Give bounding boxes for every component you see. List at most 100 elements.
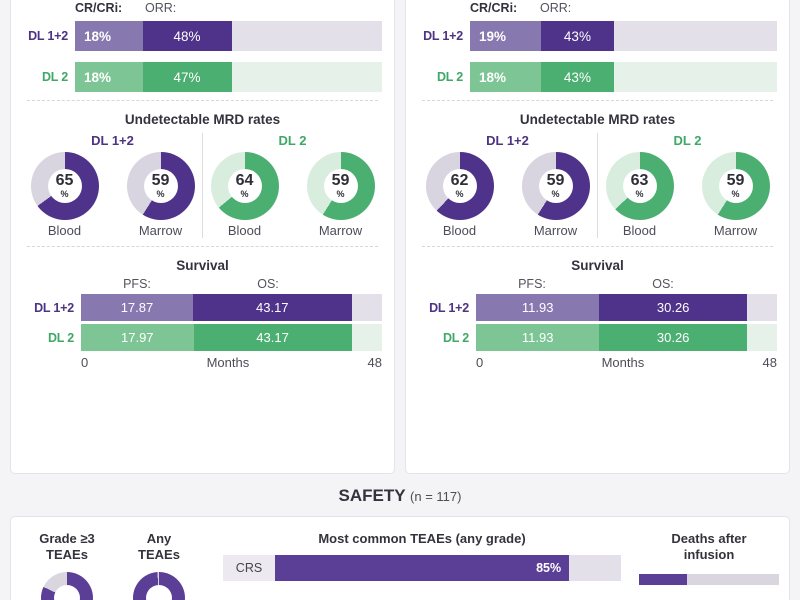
axis-max: 48 [367,355,382,370]
orr-segment: 43% [540,62,615,92]
donut-chart: 64 % [210,152,279,220]
pfs-label: PFS: [123,277,151,291]
mrd-heading-right: Undetectable MRD rates [519,112,676,127]
axis-title: Months [601,355,645,370]
crcri-label: CR/CRi: [75,1,123,15]
mrd-heading-left: Undetectable MRD rates [124,112,281,127]
donut-cell-marrow: 59 % Marrow [120,152,202,238]
donut-pair: 64 % Blood 59 % [203,152,382,238]
deaths-heading-line2: infusion [683,547,735,563]
pfs-segment: 11.93 [476,324,600,351]
efficacy-panel-left: CR/CRi: ORR: DL 1+2 18% 48% DL 2 18% 47% [10,0,395,474]
orr-segment: 48% [142,21,232,51]
section-divider [27,246,378,247]
safety-any-teae-column: Any TEAEs [113,531,205,600]
donut-caption: Blood [47,223,82,238]
os-label: OS: [257,277,279,291]
crcri-segment: 18% [75,21,143,51]
donut-cell-blood: 65 % Blood [24,152,106,238]
survival-heading-left: Survival [176,258,229,273]
donut-unit: % [551,189,560,199]
donut-value: 63 [630,172,649,189]
efficacy-panel-right: CR/CRi: ORR: DL 1+2 19% 43% DL 2 18% 43%… [405,0,790,474]
donut-unit: % [240,189,249,199]
donut-cell-marrow: 59 % Marrow [695,152,777,238]
response-bar-track: 18% 47% [75,62,382,92]
response-row-dl2-left: DL 2 18% 47% [23,62,382,92]
orr-segment: 47% [142,62,232,92]
donut-caption: Blood [622,223,657,238]
axis-title: Months [206,355,250,370]
response-row-dl12-right: DL 1+2 19% 43% [418,21,777,51]
donut-cell-blood: 64 % Blood [204,152,286,238]
axis-min: 0 [476,355,484,370]
donut-value-group: 59 % [307,152,375,220]
crcri-segment: 18% [470,62,541,92]
any-teae-heading: Any TEAEs [113,531,205,564]
deaths-bar-value [639,573,687,585]
grade3-heading-line1: Grade ≥3 [39,531,95,546]
donut-chart: 59 % [306,152,375,220]
os-segment: 43.17 [193,324,352,351]
donut-unit: % [336,189,345,199]
teae-bar-value: 85% [275,555,570,582]
survival-headers-right: PFS: OS: [418,277,777,291]
response-row-dl12-left: DL 1+2 18% 48% [23,21,382,51]
donut-value: 62 [450,172,469,189]
response-rate-headers-right: CR/CRi: ORR: [418,1,777,15]
donut-value: 65 [55,172,74,189]
mrd-group-title: DL 2 [278,133,307,148]
survival-bar-track: 11.93 30.26 [476,324,777,351]
orr-label: ORR: [540,1,572,15]
survival-axis-left: 0 Months 48 [23,351,382,370]
donut-unit: % [731,189,740,199]
donut-caption: Marrow [318,223,363,238]
row-label: DL 2 [41,70,68,84]
survival-row-dl12-right: DL 1+2 11.93 30.26 [418,294,777,321]
donut-pair: 63 % Blood 59 % [598,152,777,238]
survival-axis-right: 0 Months 48 [418,351,777,370]
survival-bar-track: 17.87 43.17 [81,294,382,321]
mrd-groups-left: DL 1+2 65 % Blood [23,133,382,238]
os-label: OS: [652,277,674,291]
safety-title-text: SAFETY [338,486,406,505]
safety-n-label: (n = 117) [410,489,462,504]
orr-label: ORR: [145,1,177,15]
donut-unit: % [635,189,644,199]
survival-bar-track: 17.97 43.17 [81,324,382,351]
donut-cell-marrow: 59 % Marrow [300,152,382,238]
donut-chart: 59 % [521,152,590,220]
section-divider [422,100,773,101]
safety-card: Grade ≥3 TEAEs Any TEAEs Most common TEA… [10,516,790,600]
axis-min: 0 [81,355,89,370]
mrd-group-title: DL 1+2 [486,133,529,148]
donut-caption: Blood [442,223,477,238]
donut-cell-blood: 62 % Blood [419,152,501,238]
donut-chart: 63 % [605,152,674,220]
crcri-segment: 18% [75,62,143,92]
survival-headers-left: PFS: OS: [23,277,382,291]
mrd-group-dl2: DL 2 63 % Blood [597,133,777,238]
mrd-group-dl2: DL 2 64 % Blood [202,133,382,238]
donut-caption: Marrow [713,223,758,238]
row-label: DL 2 [442,330,469,345]
donut-value: 64 [235,172,254,189]
row-label: DL 1+2 [429,300,469,315]
any-teae-donut-chart [133,571,185,600]
mrd-group-dl12: DL 1+2 62 % Blood [418,133,597,238]
survival-row-dl2-right: DL 2 11.93 30.26 [418,324,777,351]
response-row-dl2-right: DL 2 18% 43% [418,62,777,92]
deaths-heading: Deaths after infusion [639,531,779,564]
survival-heading-right: Survival [571,258,624,273]
safety-section-title: SAFETY (n = 117) [0,486,800,506]
os-segment: 30.26 [599,294,747,321]
donut-value: 59 [331,172,350,189]
section-divider [422,246,773,247]
donut-value-group: 64 % [211,152,279,220]
response-bar-track: 18% 48% [75,21,382,51]
pfs-segment: 17.87 [81,294,193,321]
donut-value-group: 63 % [606,152,674,220]
grade3-heading-line2: TEAEs [46,547,88,563]
response-bar-track: 18% 43% [470,62,777,92]
